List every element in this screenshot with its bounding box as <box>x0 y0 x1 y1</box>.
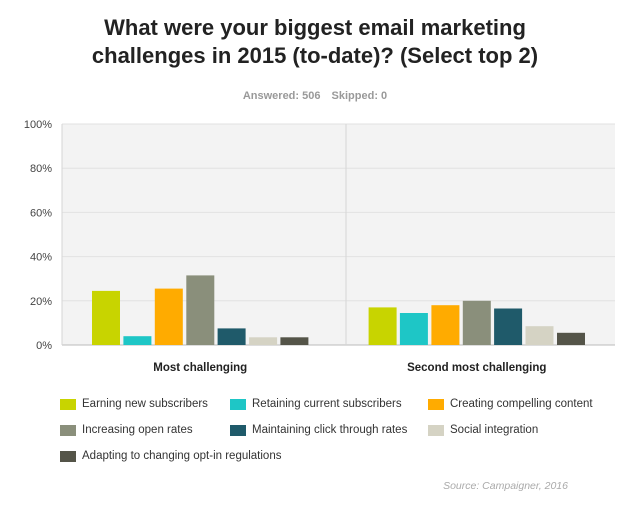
y-tick-label: 40% <box>30 252 52 264</box>
legend-item: Social integration <box>428 424 538 436</box>
bar <box>399 313 428 345</box>
legend-label: Adapting to changing opt-in regulations <box>82 450 282 462</box>
bar <box>462 300 491 345</box>
bar <box>154 288 183 345</box>
y-axis-ticks: 0% 20% 40% 60% 80% 100% <box>24 119 52 352</box>
x-category-label: Most challenging <box>153 362 247 374</box>
bar-chart: 0% 20% 40% 60% 80% 100% Most challenging Secon… <box>24 119 615 374</box>
title-line-1: What were your biggest email marketing <box>104 15 526 40</box>
bar <box>249 337 278 345</box>
bar <box>123 336 152 345</box>
x-axis-labels: Most challenging Second most challenging <box>153 362 546 374</box>
legend-item: Maintaining click through rates <box>230 424 407 436</box>
bar <box>92 290 120 345</box>
bar <box>186 275 215 345</box>
legend-swatch <box>230 424 246 436</box>
legend-label: Social integration <box>450 424 539 436</box>
legend-label: Creating compelling content <box>450 398 593 410</box>
title-line-2: challenges in 2015 (to-date)? (Select to… <box>91 43 539 68</box>
legend-swatch <box>60 424 76 436</box>
legend-swatch <box>60 398 76 410</box>
skipped-count: Skipped: 0 <box>331 90 388 102</box>
legend-item: Earning new subscribers <box>60 398 208 410</box>
bar <box>217 328 246 345</box>
legend-label: Maintaining click through rates <box>252 424 408 436</box>
y-tick-label: 20% <box>30 296 52 308</box>
answered-count: Answered: 506 <box>242 90 321 102</box>
y-tick-label: 0% <box>36 340 52 352</box>
legend-swatch <box>428 398 444 410</box>
legend-item: Adapting to changing opt-in regulations <box>60 450 281 462</box>
bar <box>494 308 523 345</box>
x-category-label: Second most challenging <box>407 362 546 374</box>
legend-item: Retaining current subscribers <box>230 398 402 410</box>
source-note: Source: Campaigner, 2016 <box>443 480 568 492</box>
legend-swatch <box>428 424 444 436</box>
legend-swatch <box>230 398 246 410</box>
legend-item: Creating compelling content <box>428 398 593 410</box>
y-tick-label: 80% <box>30 163 52 175</box>
bar <box>557 332 585 345</box>
bar <box>280 337 309 345</box>
plot-background <box>62 124 615 345</box>
legend-label: Earning new subscribers <box>82 398 208 410</box>
response-stats: Answered: 506 Skipped: 0 <box>0 90 630 102</box>
bar <box>525 326 554 345</box>
legend-label: Retaining current subscribers <box>252 398 402 410</box>
legend-swatch <box>60 450 76 462</box>
bars <box>92 275 585 345</box>
legend-item: Increasing open rates <box>60 424 193 436</box>
bar <box>368 307 397 345</box>
gridlines <box>61 123 615 346</box>
y-tick-label: 100% <box>24 119 52 131</box>
legend-label: Increasing open rates <box>82 424 193 436</box>
bar <box>431 305 460 345</box>
chart-title: What were your biggest email marketing c… <box>0 14 630 70</box>
y-tick-label: 60% <box>30 207 52 219</box>
